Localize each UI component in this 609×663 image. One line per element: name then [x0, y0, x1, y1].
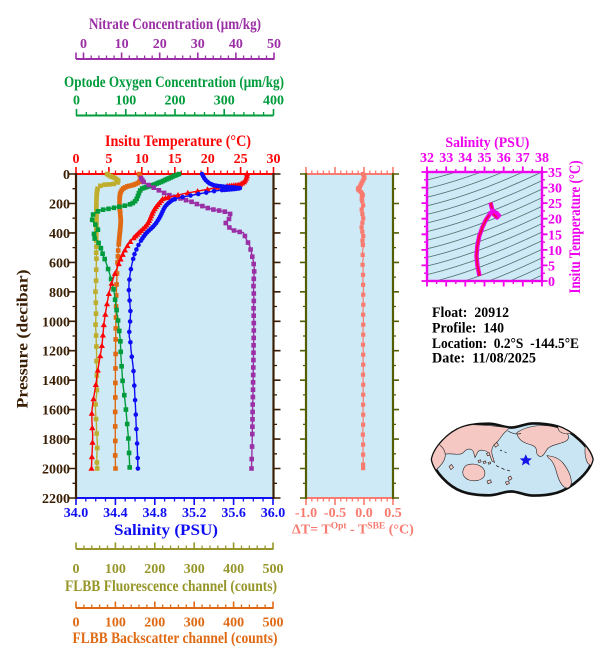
svg-text:FLBB Backscatter channel (coun: FLBB Backscatter channel (counts) — [73, 630, 278, 647]
svg-text:0: 0 — [73, 152, 80, 167]
svg-text:200: 200 — [49, 198, 70, 213]
svg-text:400: 400 — [263, 94, 284, 109]
svg-text:1000: 1000 — [42, 315, 70, 330]
svg-text:1800: 1800 — [42, 433, 70, 448]
svg-text:50: 50 — [267, 37, 281, 52]
svg-text:0: 0 — [73, 94, 80, 109]
svg-text:500: 500 — [263, 562, 284, 577]
svg-text:1200: 1200 — [42, 345, 70, 360]
svg-text:37: 37 — [516, 151, 530, 166]
svg-text:5: 5 — [548, 259, 555, 274]
svg-text:Float: 20912: Float: 20912 — [432, 305, 509, 321]
svg-text:Insitu Temperature (°C): Insitu Temperature (°C) — [567, 161, 584, 294]
svg-text:300: 300 — [184, 562, 205, 577]
svg-text:Pressure (decibar): Pressure (decibar) — [15, 270, 32, 409]
svg-text:1400: 1400 — [42, 374, 70, 389]
svg-text:1600: 1600 — [42, 404, 70, 419]
svg-text:100: 100 — [115, 94, 136, 109]
svg-text:15: 15 — [168, 152, 182, 167]
svg-text:0.0: 0.0 — [355, 506, 373, 521]
svg-text:100: 100 — [105, 562, 126, 577]
svg-text:34.4: 34.4 — [103, 506, 128, 521]
svg-text:35: 35 — [548, 166, 562, 181]
svg-text:0.5: 0.5 — [384, 506, 402, 521]
svg-text:5: 5 — [105, 152, 112, 167]
svg-text:Salinity (PSU): Salinity (PSU) — [445, 135, 529, 151]
svg-text:300: 300 — [214, 94, 235, 109]
svg-text:600: 600 — [49, 256, 70, 271]
svg-text:800: 800 — [49, 286, 70, 301]
svg-text:Optode Oxygen Concentration (μ: Optode Oxygen Concentration (μm/kg) — [64, 74, 284, 91]
svg-text:36.0: 36.0 — [261, 506, 286, 521]
svg-text:35: 35 — [478, 151, 492, 166]
svg-text:34.8: 34.8 — [143, 506, 168, 521]
svg-text:Insitu Temperature (°C): Insitu Temperature (°C) — [105, 133, 251, 150]
svg-text:Salinity (PSU): Salinity (PSU) — [114, 522, 218, 539]
svg-text:0: 0 — [63, 168, 70, 183]
svg-text:20: 20 — [201, 152, 215, 167]
svg-text:-1.0: -1.0 — [295, 506, 317, 521]
svg-text:36: 36 — [497, 151, 511, 166]
svg-text:25: 25 — [548, 197, 562, 212]
svg-text:FLBB Fluorescence channel (cou: FLBB Fluorescence channel (counts) — [65, 578, 277, 595]
svg-text:400: 400 — [223, 562, 244, 577]
svg-text:34: 34 — [458, 151, 472, 166]
svg-text:500: 500 — [263, 616, 284, 631]
svg-text:15: 15 — [548, 228, 562, 243]
svg-text:0: 0 — [80, 37, 87, 52]
svg-text:40: 40 — [229, 37, 243, 52]
svg-text:200: 200 — [144, 616, 165, 631]
svg-text:10: 10 — [548, 244, 562, 259]
svg-text:-0.5: -0.5 — [324, 506, 346, 521]
svg-text:Date: 11/08/2025: Date: 11/08/2025 — [432, 351, 536, 367]
svg-text:0: 0 — [73, 562, 80, 577]
svg-text:Location: 0.2°S -144.5°E: Location: 0.2°S -144.5°E — [432, 336, 579, 352]
svg-text:25: 25 — [234, 152, 248, 167]
svg-text:30: 30 — [191, 37, 205, 52]
svg-text:10: 10 — [135, 152, 149, 167]
svg-text:35.2: 35.2 — [182, 506, 207, 521]
svg-text:10: 10 — [115, 37, 129, 52]
svg-text:30: 30 — [267, 152, 281, 167]
svg-text:20: 20 — [548, 213, 562, 228]
svg-text:400: 400 — [49, 227, 70, 242]
svg-text:200: 200 — [165, 94, 186, 109]
svg-text:2000: 2000 — [42, 463, 70, 478]
svg-text:32: 32 — [420, 151, 434, 166]
svg-text:300: 300 — [184, 616, 205, 631]
svg-text:35.6: 35.6 — [221, 506, 246, 521]
svg-text:0: 0 — [548, 275, 555, 290]
svg-text:400: 400 — [223, 616, 244, 631]
svg-text:20: 20 — [153, 37, 167, 52]
svg-text:ΔT= TOpt - TSBE (°C): ΔT= TOpt - TSBE (°C) — [292, 522, 414, 538]
svg-text:2200: 2200 — [42, 492, 70, 507]
svg-text:34.0: 34.0 — [64, 506, 89, 521]
svg-text:100: 100 — [105, 616, 126, 631]
svg-text:200: 200 — [144, 562, 165, 577]
svg-text:Profile: 140: Profile: 140 — [432, 321, 504, 337]
svg-text:33: 33 — [439, 151, 453, 166]
svg-text:0: 0 — [73, 616, 80, 631]
svg-text:38: 38 — [535, 151, 549, 166]
svg-text:Nitrate Concentration (μm/kg): Nitrate Concentration (μm/kg) — [89, 16, 261, 33]
svg-text:30: 30 — [548, 182, 562, 197]
